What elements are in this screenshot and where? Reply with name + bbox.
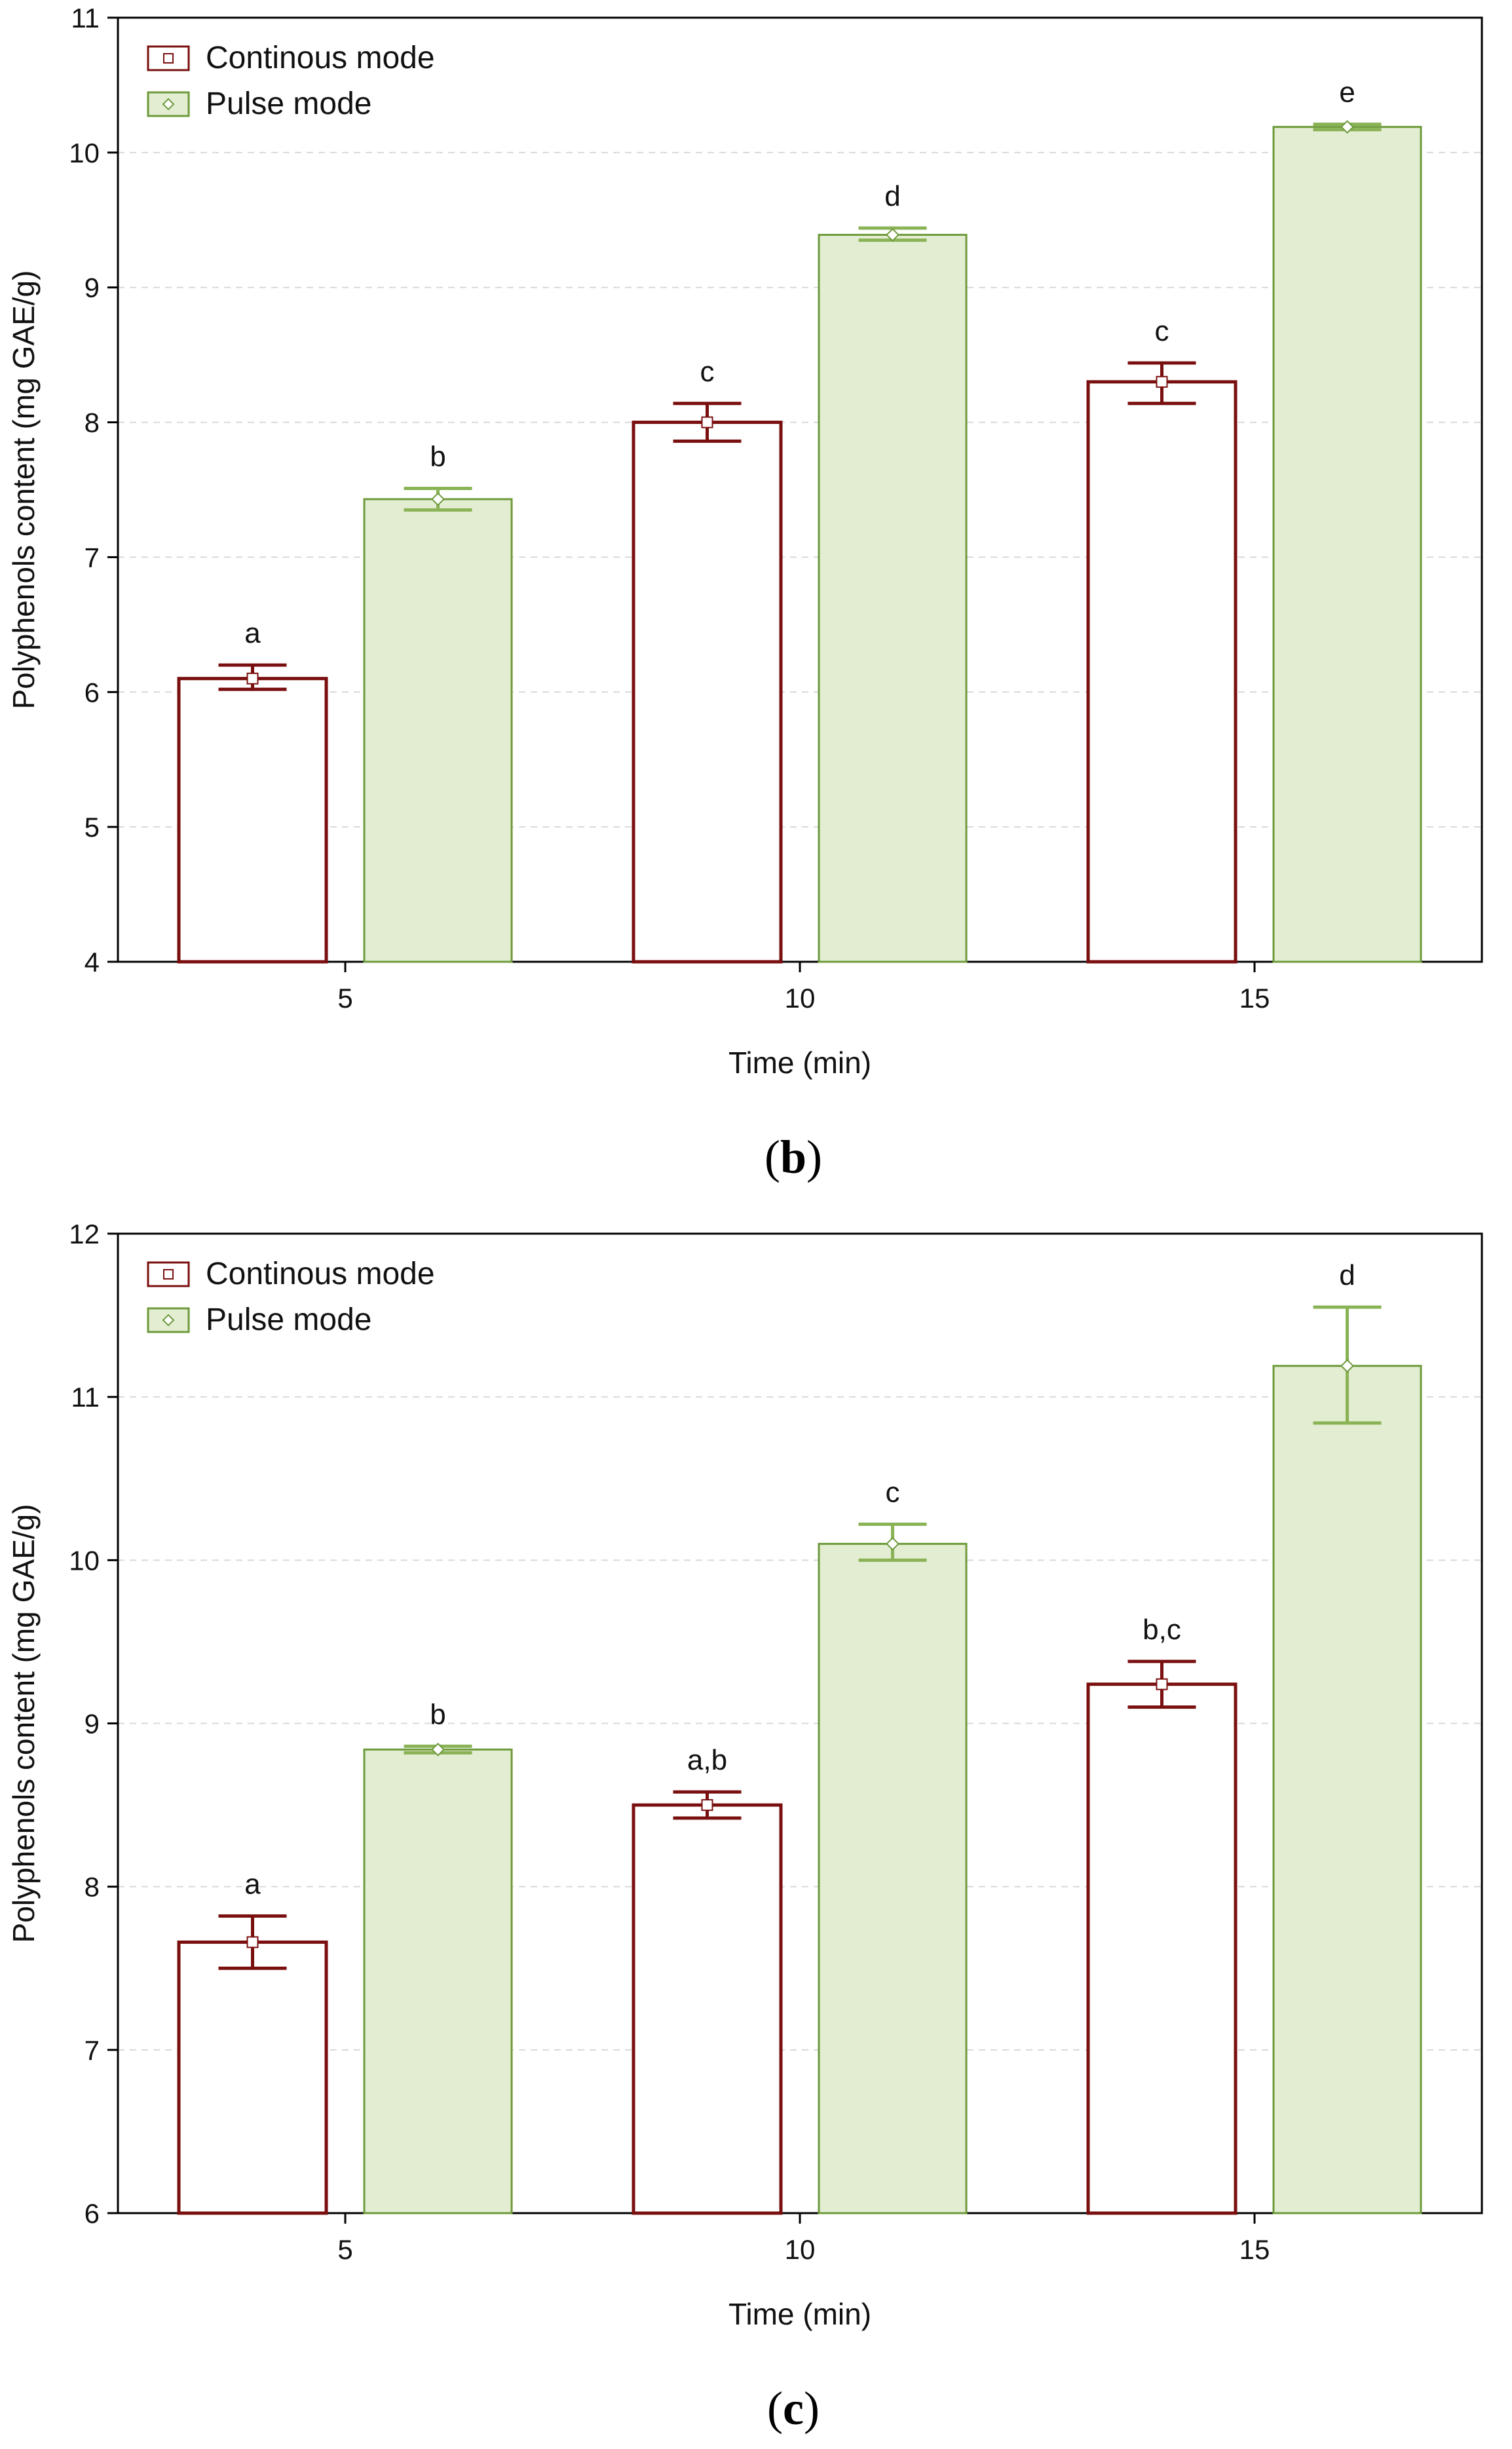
significance-label: c [700,356,715,388]
mean-marker-square [1156,1678,1168,1690]
significance-label: c [1155,315,1169,347]
y-tick-label: 11 [71,1382,100,1413]
y-tick-label: 11 [71,3,100,33]
pulse-bar [1272,126,1422,963]
significance-label: a [244,617,261,649]
panel-caption: (c) [767,2382,820,2435]
caption-paren-open: ( [767,2382,783,2435]
x-tick-label: 15 [1239,983,1270,1014]
mean-marker-diamond [431,492,445,506]
y-tick-label: 5 [85,812,100,843]
mean-marker-diamond [1340,1359,1354,1373]
pulse-bar [363,1748,513,2214]
significance-label: d [1339,1259,1355,1291]
legend-square-icon [163,53,174,64]
continuous-bar [632,1803,783,2215]
significance-label: b [430,1698,445,1730]
caption-paren-close: ) [806,1131,822,1183]
mean-marker-square [701,416,713,428]
chart-panel-b: 4 5 6 7 8 9 10 11 5 10 15 Time (min) Polyphenols con… [7,3,1483,1183]
chart-panel-c: 6 7 8 9 10 11 12 5 10 15 Time (min) Polyphenols con… [7,1219,1483,2435]
mean-marker-diamond [1340,120,1354,134]
y-tick-label: 10 [69,138,100,168]
significance-label: d [884,180,900,212]
y-tick-label: 8 [85,1872,100,1903]
legend-diamond-icon [162,1314,175,1327]
significance-label: c [886,1477,900,1509]
legend-label: Pulse mode [206,86,371,121]
mean-marker-diamond [886,1537,899,1551]
y-axis-title: Polyphenols content (mg GAE/g) [7,1504,41,1943]
continuous-bar [177,1940,328,2215]
x-tick-label: 5 [337,983,352,1014]
x-axis-title: Time (min) [728,2297,871,2331]
significance-label: a [244,1869,261,1901]
x-tick-label: 5 [337,2234,352,2265]
x-tick-label: 10 [785,983,816,1014]
y-tick-label: 9 [85,273,100,303]
y-tick-label: 7 [85,2035,100,2066]
continuous-bar [1086,380,1238,964]
mean-marker-diamond [431,1742,445,1756]
y-tick-label: 7 [85,542,100,573]
pulse-bar [1272,1365,1422,2214]
significance-label: a,b [687,1744,727,1776]
y-tick-label: 8 [85,408,100,438]
pulse-bar [818,1542,968,2214]
y-tick-label: 6 [85,677,100,708]
legend-label: Pulse mode [206,1302,371,1337]
mean-marker-square [1156,375,1168,388]
caption-paren-close: ) [804,2382,820,2435]
y-axis-title: Polyphenols content (mg GAE/g) [7,271,41,710]
pulse-bar [818,233,968,963]
caption-letter: c [783,2382,804,2435]
y-tick-label: 9 [85,1709,100,1739]
pulse-bar [363,498,513,963]
continuous-bar [632,421,783,964]
mean-marker-square [701,1799,713,1812]
continuous-bar [1086,1682,1238,2215]
mean-marker-square [246,1936,259,1948]
panel-caption: (b) [765,1131,822,1183]
y-tick-label: 12 [69,1219,100,1249]
mean-marker-diamond [886,228,899,242]
legend-diamond-icon [162,98,175,111]
mean-marker-square [246,672,259,685]
continuous-bar [177,677,328,964]
x-tick-label: 10 [785,2234,816,2265]
caption-paren-open: ( [765,1131,780,1183]
legend-label: Continous mode [206,1257,435,1291]
significance-label: b,c [1143,1614,1181,1646]
legend-square-icon [163,1269,174,1280]
y-tick-label: 10 [69,1545,100,1576]
y-tick-label: 4 [85,947,100,978]
y-tick-label: 6 [85,2198,100,2229]
caption-letter: b [780,1131,806,1183]
legend-label: Continous mode [206,41,435,75]
significance-label: e [1339,77,1355,109]
x-axis-title: Time (min) [728,1046,871,1080]
x-tick-label: 15 [1239,2234,1270,2265]
significance-label: b [430,440,445,472]
